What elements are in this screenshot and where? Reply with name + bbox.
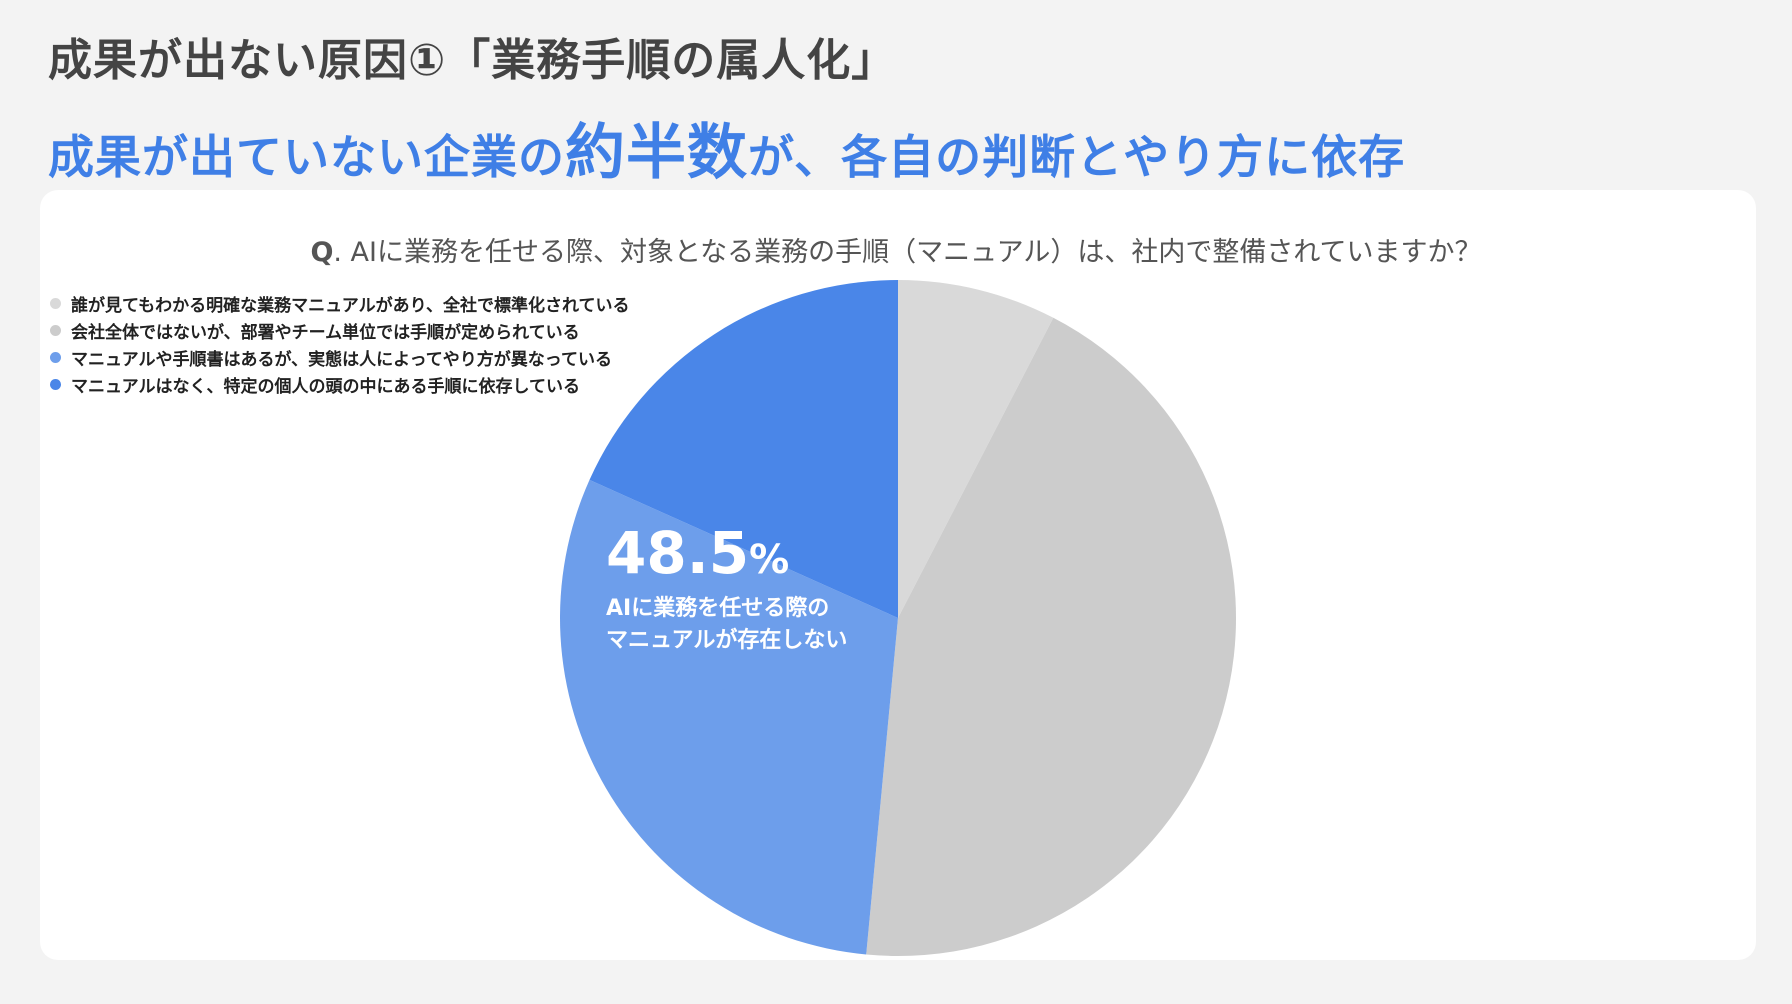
callout-line-2: マニュアルが存在しない (606, 628, 848, 653)
legend-swatch (50, 379, 61, 390)
pie-slice-2 (866, 317, 1237, 957)
question-text: . AIに業務を任せる際、対象となる業務の手順（マニュアル）は、社内で整備されて… (333, 237, 1482, 268)
legend-label: 誰が見てもわかる明確な業務マニュアルがあり、全社で標準化されている (71, 296, 630, 316)
callout-line-1: AIに業務を任せる際の (606, 596, 830, 621)
legend-swatch (50, 352, 61, 363)
legend-item: マニュアルはなく、特定の個人の頭の中にある手順に依存している (50, 371, 629, 398)
pie-slice-3 (560, 479, 898, 955)
callout-value: 48.5 (606, 519, 750, 587)
callout-percentage: 48.5% (606, 520, 847, 593)
legend-item: マニュアルや手順書はあるが、実態は人によってやり方が異なっている (50, 344, 629, 371)
legend-item: 会社全体ではないが、部署やチーム単位では手順が定められている (50, 317, 629, 344)
subtitle-pre: 成果が出ていない企業の (48, 130, 565, 184)
pie-slice-4 (589, 280, 898, 618)
legend-label: マニュアルはなく、特定の個人の頭の中にある手順に依存している (71, 377, 580, 397)
legend-swatch (50, 298, 61, 309)
legend-item: 誰が見てもわかる明確な業務マニュアルがあり、全社で標準化されている (50, 290, 629, 317)
page-subtitle: 成果が出ていない企業の約半数が、各自の判断とやり方に依存 (48, 104, 1405, 191)
legend-label: 会社全体ではないが、部署やチーム単位では手順が定められている (71, 323, 580, 343)
subtitle-post: が、各自の判断とやり方に依存 (748, 130, 1406, 184)
page-title: 成果が出ない原因①「業務手順の属人化」 (48, 35, 897, 86)
legend-label: マニュアルや手順書はあるが、実態は人によってやり方が異なっている (71, 350, 612, 370)
legend-swatch (50, 325, 61, 336)
chart-legend: 誰が見てもわかる明確な業務マニュアルがあり、全社で標準化されている 会社全体では… (50, 290, 629, 398)
subtitle-emphasis: 約半数 (565, 118, 748, 188)
survey-question: Q. AIに業務を任せる際、対象となる業務の手順（マニュアル）は、社内で整備され… (0, 230, 1792, 269)
pie-slice-1 (898, 280, 1054, 618)
highlight-callout: 48.5% AIに業務を任せる際の マニュアルが存在しない (606, 520, 847, 657)
question-prefix: Q (310, 237, 334, 268)
callout-unit: % (749, 537, 790, 583)
